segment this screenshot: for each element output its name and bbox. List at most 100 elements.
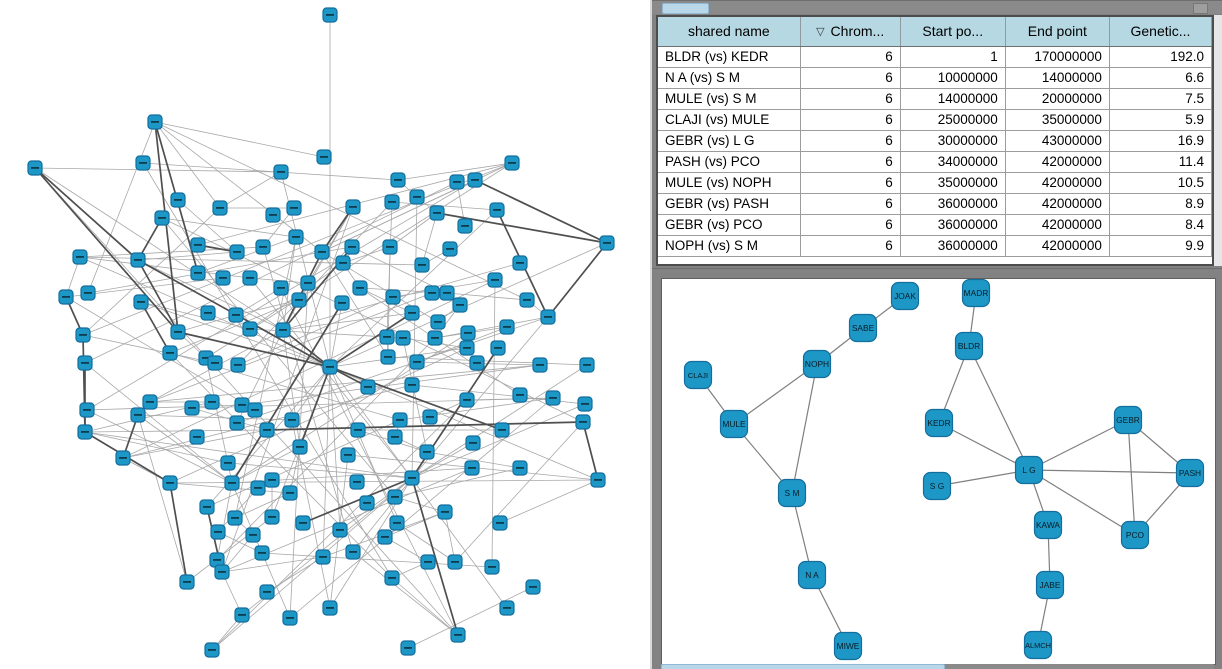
cell-shared-name[interactable]: GEBR (vs) L G bbox=[658, 130, 801, 152]
table-row[interactable]: GEBR (vs) L G 6 30000000 43000000 16.9 bbox=[658, 130, 1213, 152]
graph-edge[interactable] bbox=[791, 363, 818, 494]
column-header-2[interactable]: Start po... bbox=[900, 17, 1006, 47]
panel-splitter[interactable] bbox=[650, 0, 652, 669]
graph-edge-highlighted[interactable] bbox=[282, 329, 331, 368]
graph-edge[interactable] bbox=[122, 279, 496, 459]
graph-edge[interactable] bbox=[82, 334, 216, 364]
cell-value[interactable]: 6 bbox=[800, 193, 901, 215]
graph-edge[interactable] bbox=[197, 236, 297, 274]
table-row[interactable]: PASH (vs) PCO 6 34000000 42000000 11.4 bbox=[658, 151, 1213, 173]
graph-edge[interactable] bbox=[34, 167, 282, 173]
graph-edge[interactable] bbox=[411, 442, 474, 479]
cell-value[interactable]: 36000000 bbox=[900, 214, 1006, 236]
graph-edge-highlighted[interactable] bbox=[266, 421, 584, 431]
table-horizontal-scrollbar[interactable] bbox=[652, 0, 1222, 14]
graph-edge-highlighted[interactable] bbox=[436, 212, 608, 244]
graph-edge[interactable] bbox=[177, 314, 237, 333]
graph-edge[interactable] bbox=[411, 364, 588, 479]
graph-edge[interactable] bbox=[84, 431, 229, 464]
graph-edge[interactable] bbox=[282, 206, 354, 331]
graph-edge[interactable] bbox=[1028, 419, 1129, 471]
cell-value[interactable]: 36000000 bbox=[900, 235, 1006, 257]
table-row[interactable]: NOPH (vs) S M 6 36000000 42000000 9.9 bbox=[658, 235, 1213, 257]
graph-edge[interactable] bbox=[411, 316, 549, 479]
graph-edge[interactable] bbox=[936, 469, 1030, 487]
cell-shared-name[interactable]: GEBR (vs) PASH bbox=[658, 193, 801, 215]
graph-node-pco[interactable] bbox=[1120, 520, 1150, 550]
graph-edge[interactable] bbox=[389, 212, 438, 248]
graph-edge[interactable] bbox=[352, 477, 413, 553]
graph-edge[interactable] bbox=[206, 419, 401, 508]
cell-value[interactable]: 42000000 bbox=[1005, 235, 1110, 257]
graph-edge[interactable] bbox=[444, 511, 456, 563]
graph-edge[interactable] bbox=[221, 556, 324, 573]
cell-value[interactable]: 6 bbox=[800, 46, 901, 68]
graph-edge-highlighted[interactable] bbox=[169, 482, 188, 583]
column-header-4[interactable]: Genetic... bbox=[1109, 17, 1213, 47]
graph-edge[interactable] bbox=[122, 384, 413, 459]
graph-edge[interactable] bbox=[154, 121, 528, 301]
graph-edge-highlighted[interactable] bbox=[154, 121, 179, 333]
graph-edge[interactable] bbox=[84, 362, 233, 484]
cell-value[interactable]: 6 bbox=[800, 109, 901, 131]
cell-shared-name[interactable]: CLAJI (vs) MULE bbox=[658, 109, 801, 131]
graph-edge[interactable] bbox=[249, 328, 388, 338]
table-row[interactable]: MULE (vs) NOPH 6 35000000 42000000 10.5 bbox=[658, 172, 1213, 194]
graph-node-n-a[interactable] bbox=[797, 560, 827, 590]
cell-value[interactable]: 10000000 bbox=[900, 67, 1006, 89]
graph-edge[interactable] bbox=[231, 332, 469, 484]
graph-edge[interactable] bbox=[402, 337, 428, 453]
graph-edge[interactable] bbox=[321, 251, 389, 358]
graph-node-claji[interactable] bbox=[683, 360, 713, 390]
graph-edge[interactable] bbox=[397, 162, 513, 181]
cell-shared-name[interactable]: PASH (vs) PCO bbox=[658, 151, 801, 173]
cell-shared-name[interactable]: BLDR (vs) KEDR bbox=[658, 46, 801, 68]
graph-edge-highlighted[interactable] bbox=[140, 301, 171, 354]
graph-node-miwe[interactable] bbox=[833, 631, 863, 661]
cell-value[interactable]: 42000000 bbox=[1005, 193, 1110, 215]
graph-edge[interactable] bbox=[241, 364, 541, 406]
graph-edge[interactable] bbox=[217, 487, 259, 533]
cell-value[interactable]: 6 bbox=[800, 235, 901, 257]
graph-edge[interactable] bbox=[329, 366, 398, 524]
graph-edge[interactable] bbox=[1028, 469, 1191, 474]
graph-edge[interactable] bbox=[227, 462, 413, 479]
cell-shared-name[interactable]: GEBR (vs) PCO bbox=[658, 214, 801, 236]
cell-value[interactable]: 7.5 bbox=[1109, 88, 1213, 110]
table-vertical-scrollbar-track[interactable] bbox=[1214, 15, 1222, 266]
graph-edge[interactable] bbox=[154, 121, 221, 209]
scrollbar-thumb[interactable] bbox=[662, 3, 709, 14]
graph-edge-highlighted[interactable] bbox=[329, 366, 503, 431]
graph-node-l-g[interactable] bbox=[1014, 455, 1044, 485]
graph-edge[interactable] bbox=[237, 296, 394, 366]
graph-node-kawa[interactable] bbox=[1033, 510, 1063, 540]
cell-shared-name[interactable]: NOPH (vs) S M bbox=[658, 235, 801, 257]
graph-edge[interactable] bbox=[140, 301, 331, 368]
graph-edge[interactable] bbox=[322, 366, 331, 558]
graph-node-noph[interactable] bbox=[802, 349, 832, 379]
column-header-0[interactable]: shared name bbox=[658, 17, 801, 47]
cell-value[interactable]: 8.9 bbox=[1109, 193, 1213, 215]
graph-node-sabe[interactable] bbox=[848, 313, 878, 343]
graph-edge[interactable] bbox=[391, 201, 498, 211]
cell-value[interactable]: 42000000 bbox=[1005, 151, 1110, 173]
subnetwork-canvas[interactable]: JOAK SABE NOPH CLAJI MULE S M N A MIWE MADR BLDR K… bbox=[662, 278, 1215, 664]
graph-edge-highlighted[interactable] bbox=[34, 167, 139, 261]
graph-edge[interactable] bbox=[234, 492, 291, 519]
graph-node-s-m[interactable] bbox=[777, 478, 807, 508]
graph-node-joak[interactable] bbox=[890, 281, 920, 311]
graph-node-gebr[interactable] bbox=[1113, 405, 1143, 435]
graph-edge[interactable] bbox=[342, 246, 391, 264]
graph-edge[interactable] bbox=[177, 199, 238, 253]
graph-edge[interactable] bbox=[161, 217, 396, 498]
table-row[interactable]: MULE (vs) S M 6 14000000 20000000 7.5 bbox=[658, 88, 1213, 110]
cell-value[interactable]: 36000000 bbox=[900, 193, 1006, 215]
graph-edge[interactable] bbox=[82, 207, 221, 336]
graph-edge[interactable] bbox=[137, 414, 188, 583]
cell-value[interactable]: 5.9 bbox=[1109, 109, 1213, 131]
graph-node-mule[interactable] bbox=[719, 409, 749, 439]
graph-edge[interactable] bbox=[289, 446, 301, 494]
cell-shared-name[interactable]: MULE (vs) S M bbox=[658, 88, 801, 110]
cell-value[interactable]: 10.5 bbox=[1109, 172, 1213, 194]
graph-edge[interactable] bbox=[216, 482, 233, 561]
